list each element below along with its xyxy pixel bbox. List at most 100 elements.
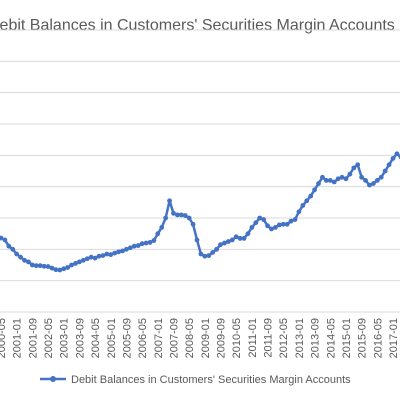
series-marker [159,225,165,230]
x-tick-label: 2001-09 [27,318,39,358]
series-marker [327,178,333,183]
series-marker [218,242,223,248]
series-marker [33,263,39,269]
x-tick-label: 2010-05 [231,318,243,358]
series-marker [225,239,231,244]
series-marker [280,221,286,227]
series-marker [124,246,129,252]
series-marker [320,174,325,180]
series-marker [382,168,388,174]
series-marker [269,226,274,232]
series-marker [112,250,118,256]
series-marker [61,266,67,272]
x-tick-label: 2006-05 [137,318,149,358]
series-marker [359,174,365,180]
x-tick-label: 2015-09 [357,318,369,358]
series-marker [120,248,125,254]
series-marker [292,217,298,222]
series-marker [171,210,176,216]
series-marker [339,174,345,180]
series-marker [53,267,59,273]
series-marker [29,262,35,268]
x-tick-label: 2013-09 [310,318,322,358]
series-marker [104,251,110,257]
series-marker [65,265,71,270]
series-marker [347,171,353,177]
series-marker [135,243,141,248]
series-marker [49,265,55,271]
series-marker [186,215,192,221]
series-marker [155,231,161,237]
series-marker [139,241,145,247]
series-marker [206,253,212,258]
series-marker [175,212,180,218]
series-marker [343,176,349,182]
series-marker [371,181,376,186]
series-marker [323,178,329,183]
series-marker [167,198,172,204]
series-marker [108,252,114,258]
series-marker [261,217,267,222]
x-tick-label: 2001-01 [12,318,24,358]
series-marker [229,237,235,243]
chart-title: Debit Balances in Customers' Securities … [0,17,395,34]
series-marker [355,162,361,168]
series-marker [131,243,137,249]
series-marker [10,246,16,252]
series-marker [222,240,227,246]
x-tick-label: 2003-01 [59,318,71,358]
x-tick-label: 2013-01 [294,318,306,358]
series-marker [147,240,153,245]
series-marker [312,187,317,193]
legend-label: Debit Balances in Customers' Securities … [71,374,351,386]
series-marker [351,165,357,171]
series-marker [245,231,251,237]
x-tick-label: 2009-01 [200,318,212,358]
x-tick-label: 2011-01 [247,318,259,358]
series-marker [80,257,86,263]
series-marker [300,203,306,208]
series-marker [26,259,31,265]
series-marker [18,254,23,260]
series-marker [2,237,8,243]
series-marker [308,193,314,199]
legend-marker [50,376,56,382]
x-tick-label: 2016-05 [372,318,384,358]
series-marker [363,178,368,183]
series-marker [194,237,200,243]
series-marker [92,255,98,261]
x-tick-label: 2002-05 [43,318,55,358]
series-marker [390,156,396,161]
series-marker [394,151,400,157]
series-marker [100,253,106,258]
series-marker [77,259,82,265]
series-marker [265,223,270,229]
x-tick-label: 2015-01 [341,318,353,358]
x-tick-label: 2007-01 [153,318,165,358]
series-marker [69,262,74,268]
series-marker [335,176,341,182]
x-tick-label: 2003-09 [74,318,86,358]
series-marker [178,212,184,218]
series-marker [143,240,149,246]
series-marker [273,225,278,230]
series-marker [14,251,20,257]
series-marker [116,249,121,255]
series-marker [367,182,372,188]
series-marker [296,209,302,215]
series-marker [96,253,102,259]
series-marker [386,162,392,168]
series-marker [88,254,94,260]
series-marker [214,246,220,252]
series-marker [45,264,51,269]
series-marker [202,253,208,259]
series-marker [73,261,78,266]
series-marker [249,225,255,230]
x-tick-label: 2008-05 [184,318,196,358]
series-marker [57,267,63,273]
series-marker [237,235,243,241]
series-marker [22,257,27,263]
series-marker [257,215,263,221]
series-marker [210,250,216,255]
